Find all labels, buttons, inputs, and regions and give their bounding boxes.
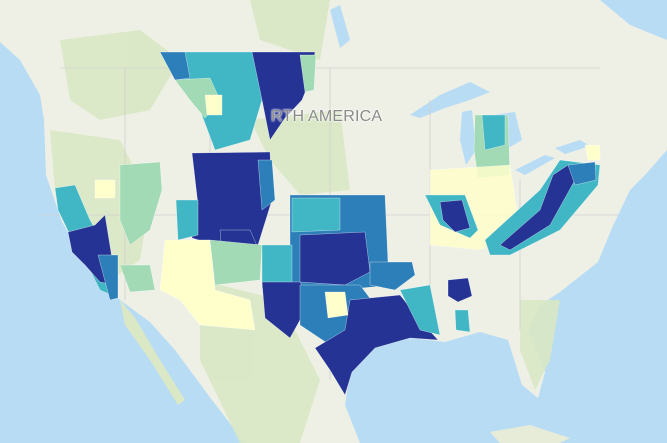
region-michigan-teal[interactable] xyxy=(481,114,506,151)
region-california-south[interactable] xyxy=(97,254,119,301)
region-nd-east[interactable] xyxy=(299,54,317,93)
county-choropleth xyxy=(54,51,601,396)
region-kansas-teal[interactable] xyxy=(291,197,341,233)
region-montana-yellow[interactable] xyxy=(204,94,223,116)
cuba xyxy=(490,425,570,443)
region-penn-blue[interactable] xyxy=(567,161,597,186)
region-illinois-dark[interactable] xyxy=(439,199,471,233)
region-utah-green[interactable] xyxy=(119,161,163,246)
hudson-bay-edge xyxy=(600,0,667,40)
baja-peninsula xyxy=(120,300,185,405)
region-mississippi-dark[interactable] xyxy=(447,277,473,303)
region-montana-west[interactable] xyxy=(159,51,191,81)
region-alabama-teal[interactable] xyxy=(454,309,471,333)
region-nevada-green[interactable] xyxy=(119,264,156,293)
region-wyoming-east[interactable] xyxy=(257,159,276,211)
region-ny-yellow[interactable] xyxy=(584,144,601,161)
region-nevada-yellow[interactable] xyxy=(94,179,116,199)
region-arkansas[interactable] xyxy=(369,261,416,291)
continent-label: RTH AMERICA xyxy=(271,108,383,125)
region-nm-green[interactable] xyxy=(209,239,263,286)
lake-michigan xyxy=(460,110,476,165)
lake-ontario xyxy=(555,140,590,154)
region-colorado-teal[interactable] xyxy=(175,199,199,241)
lake-erie xyxy=(515,155,555,175)
lake-winnipeg xyxy=(330,5,350,48)
region-oklahoma-dark[interactable] xyxy=(299,231,371,286)
region-louisiana-teal[interactable] xyxy=(399,284,441,336)
region-texas-yellow[interactable] xyxy=(324,291,349,319)
